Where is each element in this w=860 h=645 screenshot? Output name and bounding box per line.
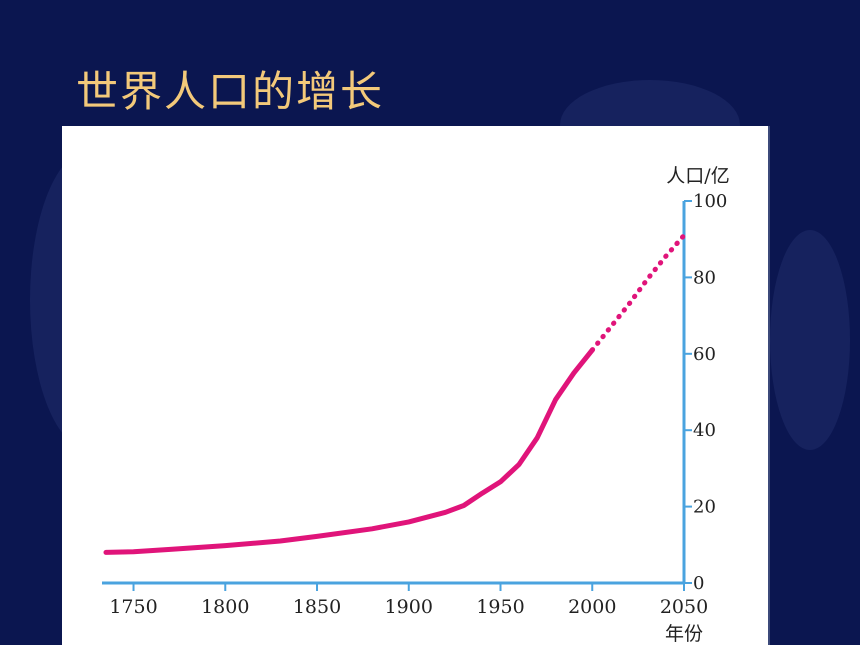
y-tick-label: 80 xyxy=(693,267,716,288)
x-tick-label: 1750 xyxy=(109,596,157,618)
x-tick-label: 1800 xyxy=(201,596,249,618)
x-tick-label: 2000 xyxy=(568,596,616,618)
chart-panel: 1750 1800 1850 1900 1950 2000 2050 0 20 40 60 80 100… xyxy=(62,126,770,645)
y-axis-label: 人口/亿 xyxy=(666,165,729,187)
slide-title: 世界人口的增长 xyxy=(76,67,385,116)
y-tick-label: 0 xyxy=(693,573,704,594)
x-tick-label: 1900 xyxy=(385,596,433,618)
y-tick-label: 40 xyxy=(693,420,716,441)
x-axis-label: 年份 xyxy=(665,623,703,645)
y-tick-label: 60 xyxy=(693,344,716,365)
x-tick-label: 1950 xyxy=(476,596,524,618)
x-tick-label: 1850 xyxy=(293,596,341,618)
y-tick-label: 100 xyxy=(693,191,727,212)
x-tick-label: 2050 xyxy=(660,596,708,618)
background-map-shape xyxy=(770,230,850,450)
projected-population-line xyxy=(589,232,687,353)
y-tick-label: 20 xyxy=(693,497,716,518)
population-line xyxy=(103,347,595,555)
